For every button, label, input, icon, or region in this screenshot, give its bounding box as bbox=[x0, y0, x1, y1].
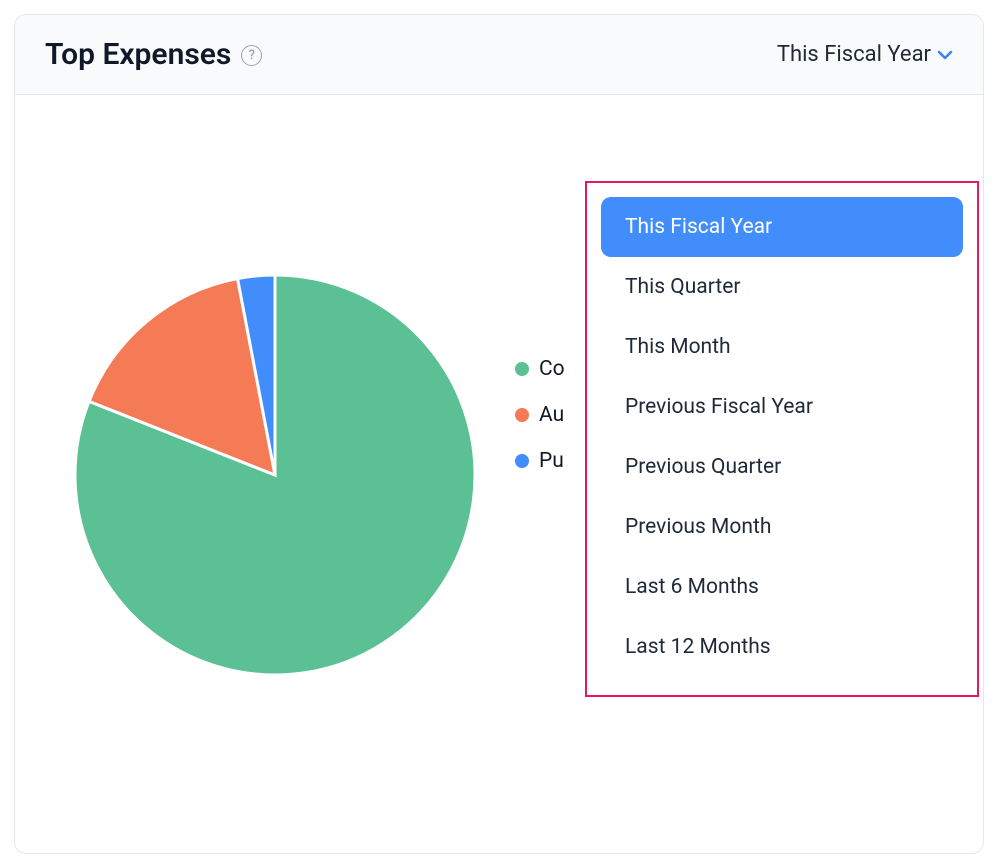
card-header: Top Expenses ? This Fiscal Year bbox=[15, 15, 983, 95]
pie-chart bbox=[75, 275, 475, 675]
legend-label: Pu bbox=[539, 449, 564, 473]
period-dropdown: This Fiscal YearThis QuarterThis MonthPr… bbox=[585, 181, 979, 697]
legend-label: Co bbox=[539, 357, 565, 381]
legend-dot bbox=[515, 362, 529, 376]
dropdown-item[interactable]: Previous Fiscal Year bbox=[601, 377, 963, 437]
dropdown-item[interactable]: Last 12 Months bbox=[601, 617, 963, 677]
pie-svg bbox=[75, 275, 475, 675]
header-left: Top Expenses ? bbox=[45, 37, 262, 72]
dropdown-item[interactable]: Last 6 Months bbox=[601, 557, 963, 617]
dropdown-item[interactable]: Previous Quarter bbox=[601, 437, 963, 497]
legend-label: Au bbox=[539, 403, 564, 427]
dropdown-item[interactable]: This Quarter bbox=[601, 257, 963, 317]
help-icon[interactable]: ? bbox=[241, 45, 262, 66]
period-label: This Fiscal Year bbox=[777, 42, 931, 67]
card-body: Co Au Pu This Fiscal YearThis QuarterThis … bbox=[15, 95, 983, 851]
chart-legend: Co Au Pu bbox=[515, 357, 565, 473]
chevron-down-icon bbox=[937, 45, 953, 64]
dropdown-item[interactable]: This Month bbox=[601, 317, 963, 377]
legend-item[interactable]: Co bbox=[515, 357, 565, 381]
top-expenses-card: Top Expenses ? This Fiscal Year Co Au Pu T… bbox=[14, 14, 984, 854]
legend-item[interactable]: Au bbox=[515, 403, 565, 427]
legend-dot bbox=[515, 454, 529, 468]
card-title: Top Expenses bbox=[45, 37, 231, 72]
legend-dot bbox=[515, 408, 529, 422]
legend-item[interactable]: Pu bbox=[515, 449, 565, 473]
help-glyph: ? bbox=[249, 48, 255, 63]
dropdown-item[interactable]: This Fiscal Year bbox=[601, 197, 963, 257]
dropdown-item[interactable]: Previous Month bbox=[601, 497, 963, 557]
period-selector[interactable]: This Fiscal Year bbox=[777, 42, 953, 67]
chart-area: Co Au Pu bbox=[75, 275, 565, 675]
